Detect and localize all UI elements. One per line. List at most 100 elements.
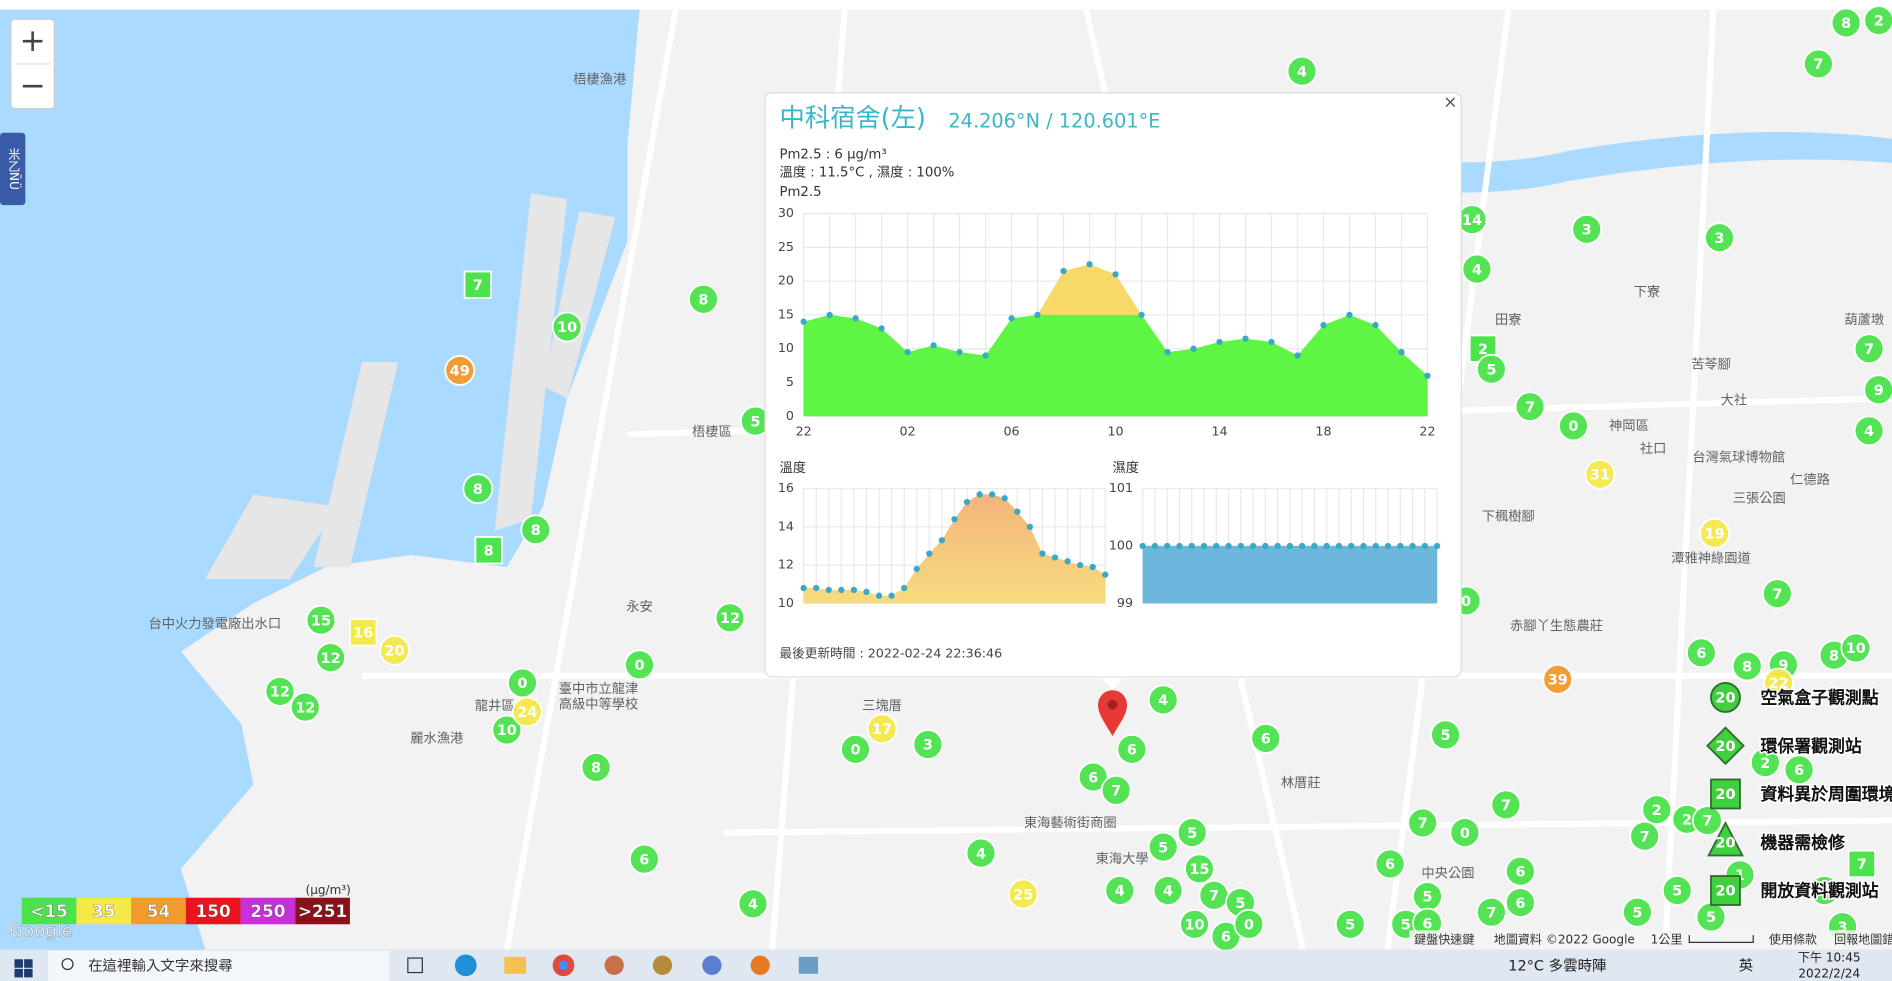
marker[interactable] xyxy=(1542,663,1574,695)
marker[interactable] xyxy=(1476,353,1507,385)
marker[interactable] xyxy=(1584,458,1616,490)
marker[interactable] xyxy=(1809,875,1840,906)
marker[interactable] xyxy=(1641,794,1673,826)
marker[interactable] xyxy=(1571,213,1603,245)
marker[interactable] xyxy=(264,676,296,707)
footer-link[interactable]: 鍵盤快速鍵 xyxy=(1414,931,1474,946)
marker-square[interactable] xyxy=(349,618,378,647)
marker[interactable] xyxy=(1152,875,1184,906)
marker[interactable] xyxy=(1476,896,1507,928)
task-view[interactable] xyxy=(407,957,423,974)
marker[interactable] xyxy=(1104,875,1136,906)
clock-time[interactable]: 下午 10:45 xyxy=(1798,951,1861,965)
search-box[interactable] xyxy=(48,950,390,981)
marker[interactable] xyxy=(444,355,476,386)
marker[interactable] xyxy=(1731,650,1763,682)
marker[interactable] xyxy=(1176,817,1208,848)
marker[interactable] xyxy=(1286,55,1318,87)
marker[interactable] xyxy=(1100,774,1132,806)
marker[interactable] xyxy=(379,634,410,666)
footer-link[interactable]: 地圖資料 ©2022 Google xyxy=(1494,932,1635,946)
marker[interactable] xyxy=(965,837,997,869)
footer-link[interactable]: 1公里 xyxy=(1651,932,1683,946)
marker[interactable] xyxy=(289,691,321,723)
marker[interactable] xyxy=(1490,789,1522,821)
marker[interactable] xyxy=(1622,896,1653,928)
marker[interactable] xyxy=(551,311,583,343)
marker[interactable] xyxy=(1116,733,1148,765)
marker-square[interactable] xyxy=(1847,849,1877,879)
footer-link[interactable]: 使用條款 xyxy=(1769,931,1817,946)
app-edge[interactable] xyxy=(454,954,477,977)
start-button[interactable] xyxy=(14,959,33,978)
marker[interactable] xyxy=(507,667,538,699)
marker[interactable] xyxy=(1749,747,1781,778)
side-tab[interactable] xyxy=(0,132,26,206)
marker[interactable] xyxy=(624,649,655,681)
marker[interactable] xyxy=(840,733,871,765)
marker[interactable] xyxy=(1863,374,1892,406)
marker[interactable] xyxy=(1629,820,1661,852)
marker[interactable] xyxy=(1704,222,1735,254)
marker[interactable] xyxy=(1840,632,1872,664)
weather[interactable]: 12°C 多雲時陣 xyxy=(1508,957,1606,975)
ime[interactable]: 英 xyxy=(1739,958,1753,975)
marker[interactable] xyxy=(912,729,944,760)
marker[interactable] xyxy=(1374,848,1406,880)
marker[interactable] xyxy=(688,283,719,315)
zoom-out[interactable]: − xyxy=(19,68,45,104)
marker[interactable] xyxy=(866,713,898,745)
marker[interactable] xyxy=(1007,878,1039,910)
app-7[interactable] xyxy=(750,955,770,975)
marker[interactable] xyxy=(520,514,552,546)
marker[interactable] xyxy=(1514,391,1546,423)
marker[interactable] xyxy=(1077,761,1109,793)
clock-date[interactable]: 2022/2/24 xyxy=(1798,966,1860,980)
marker[interactable] xyxy=(628,843,660,875)
marker[interactable] xyxy=(1504,887,1536,918)
marker-square[interactable] xyxy=(463,270,493,299)
zoom-in[interactable]: + xyxy=(19,23,45,59)
app-8[interactable] xyxy=(798,956,819,974)
marker[interactable] xyxy=(1558,410,1589,442)
marker[interactable] xyxy=(491,714,523,746)
app-6[interactable] xyxy=(702,955,722,975)
search-placeholder[interactable]: 在這裡輸入文字來搜尋 xyxy=(88,957,233,975)
marker[interactable] xyxy=(580,752,612,783)
app-explorer[interactable] xyxy=(504,956,527,974)
app-5[interactable] xyxy=(652,955,673,975)
marker[interactable] xyxy=(1685,637,1717,669)
marker[interactable] xyxy=(737,888,769,920)
marker[interactable] xyxy=(1853,415,1885,447)
marker[interactable] xyxy=(1763,667,1794,699)
marker[interactable] xyxy=(1147,831,1179,863)
marker[interactable] xyxy=(1430,719,1461,751)
app-4[interactable] xyxy=(604,955,624,975)
marker[interactable] xyxy=(1761,578,1793,610)
marker[interactable] xyxy=(1504,855,1536,887)
marker[interactable] xyxy=(1783,754,1815,786)
marker[interactable] xyxy=(714,602,746,634)
marker[interactable] xyxy=(1147,684,1179,716)
marker[interactable] xyxy=(1184,853,1215,885)
marker[interactable] xyxy=(1407,807,1439,839)
marker[interactable] xyxy=(1853,333,1885,365)
marker[interactable] xyxy=(1661,875,1693,906)
side-tab-label[interactable]: 米乙ÑÜ xyxy=(7,148,23,190)
popup-close[interactable]: × xyxy=(1443,92,1457,112)
marker[interactable] xyxy=(315,642,347,674)
marker[interactable] xyxy=(1692,805,1723,836)
marker[interactable] xyxy=(1250,723,1282,754)
footer-link[interactable]: 回報地圖錯誤 xyxy=(1834,931,1892,946)
marker[interactable] xyxy=(1334,908,1366,940)
marker[interactable] xyxy=(1461,253,1493,285)
marker[interactable] xyxy=(1803,48,1834,80)
marker[interactable] xyxy=(1863,5,1892,36)
marker[interactable] xyxy=(1699,517,1731,549)
marker[interactable] xyxy=(1449,817,1481,848)
marker[interactable] xyxy=(462,473,494,505)
marker[interactable] xyxy=(1179,908,1210,940)
marker[interactable] xyxy=(1233,908,1265,940)
marker[interactable] xyxy=(1830,7,1862,39)
marker[interactable] xyxy=(305,604,337,636)
